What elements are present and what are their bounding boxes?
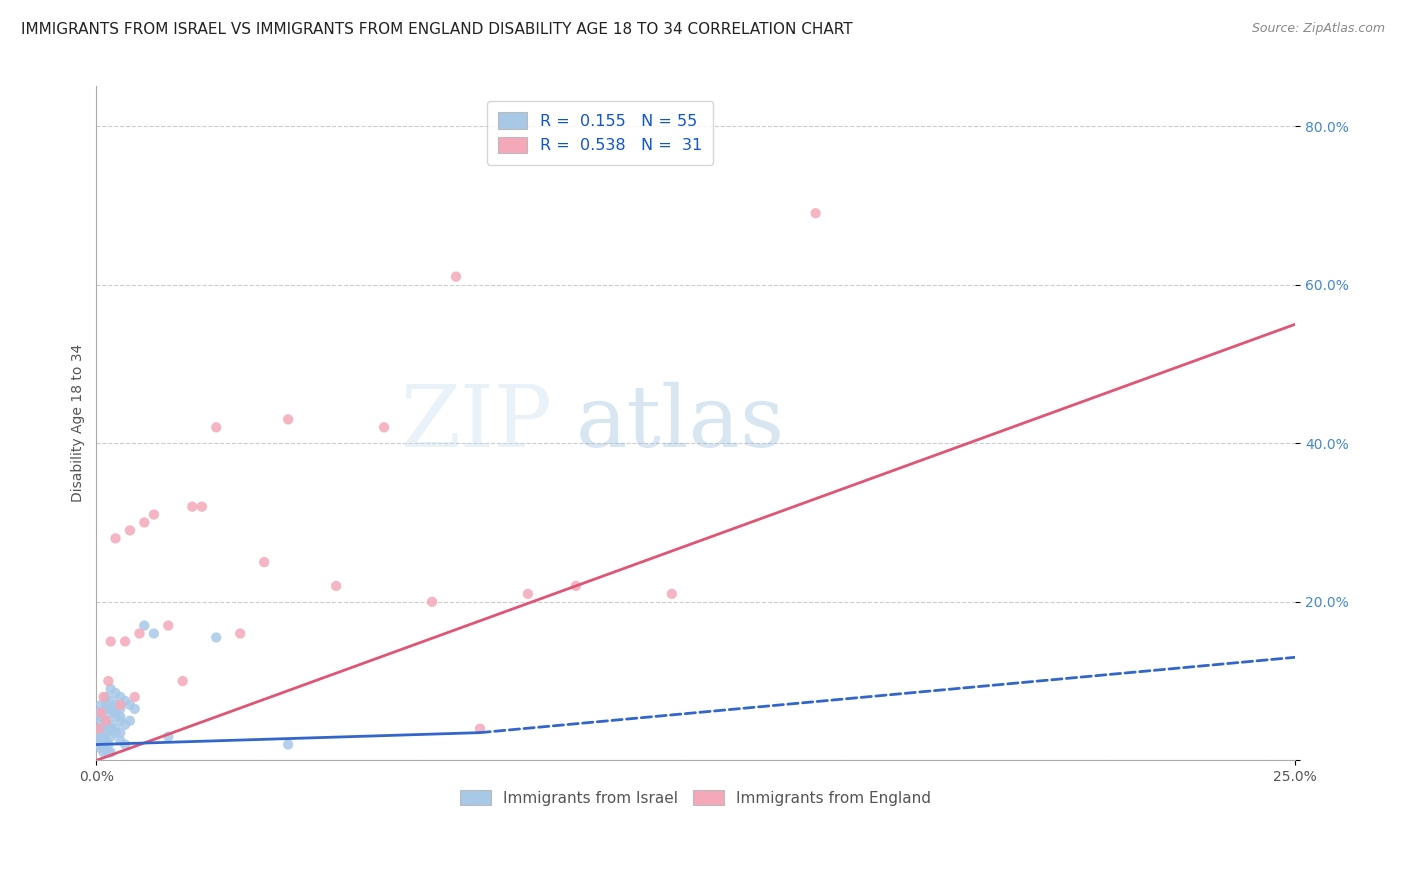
Point <box>97 746 120 760</box>
Point <box>114 738 136 752</box>
Point <box>90 725 112 739</box>
Point <box>94 717 117 731</box>
Point <box>191 500 214 514</box>
Point <box>94 714 117 728</box>
Point <box>804 206 827 220</box>
Point <box>100 681 122 696</box>
Point <box>104 532 127 546</box>
Point <box>94 698 117 712</box>
Point <box>110 710 132 724</box>
Point <box>157 618 180 632</box>
Point <box>229 626 252 640</box>
Point <box>124 702 146 716</box>
Point <box>94 702 117 716</box>
Point <box>94 733 117 747</box>
Point <box>142 626 165 640</box>
Point <box>93 738 115 752</box>
Text: Source: ZipAtlas.com: Source: ZipAtlas.com <box>1251 22 1385 36</box>
Point <box>565 579 588 593</box>
Point <box>114 717 136 731</box>
Point <box>94 725 117 739</box>
Point <box>124 690 146 704</box>
Point <box>87 738 110 752</box>
Point <box>90 698 112 712</box>
Point <box>277 412 299 426</box>
Point <box>93 746 115 760</box>
Point <box>87 722 110 736</box>
Point <box>110 690 132 704</box>
Point <box>661 587 683 601</box>
Point <box>110 733 132 747</box>
Point <box>97 738 120 752</box>
Point <box>100 717 122 731</box>
Point <box>100 722 122 736</box>
Text: ZIP: ZIP <box>401 382 553 465</box>
Legend: Immigrants from Israel, Immigrants from England: Immigrants from Israel, Immigrants from … <box>453 782 939 814</box>
Point <box>104 710 127 724</box>
Point <box>90 710 112 724</box>
Point <box>100 694 122 708</box>
Point <box>90 741 112 756</box>
Point <box>468 722 491 736</box>
Point <box>134 516 156 530</box>
Point <box>325 579 347 593</box>
Text: atlas: atlas <box>576 382 785 465</box>
Point <box>118 698 141 712</box>
Point <box>104 706 127 720</box>
Text: IMMIGRANTS FROM ISRAEL VS IMMIGRANTS FROM ENGLAND DISABILITY AGE 18 TO 34 CORREL: IMMIGRANTS FROM ISRAEL VS IMMIGRANTS FRO… <box>21 22 852 37</box>
Point <box>134 618 156 632</box>
Point <box>110 725 132 739</box>
Point <box>90 722 112 736</box>
Point <box>94 714 117 728</box>
Point <box>90 714 112 728</box>
Point <box>87 722 110 736</box>
Point <box>104 686 127 700</box>
Point <box>94 690 117 704</box>
Point <box>181 500 204 514</box>
Point <box>87 706 110 720</box>
Point <box>128 626 150 640</box>
Point <box>253 555 276 569</box>
Point <box>444 269 467 284</box>
Point <box>114 634 136 648</box>
Point <box>104 698 127 712</box>
Point <box>97 674 120 689</box>
Point <box>87 730 110 744</box>
Point <box>118 714 141 728</box>
Point <box>205 631 228 645</box>
Point <box>93 730 115 744</box>
Point <box>100 730 122 744</box>
Point <box>373 420 395 434</box>
Point <box>110 702 132 716</box>
Point <box>516 587 538 601</box>
Point <box>110 714 132 728</box>
Point <box>118 524 141 538</box>
Point <box>172 674 194 689</box>
Point <box>157 730 180 744</box>
Point <box>277 738 299 752</box>
Y-axis label: Disability Age 18 to 34: Disability Age 18 to 34 <box>72 344 86 502</box>
Point <box>205 420 228 434</box>
Point <box>142 508 165 522</box>
Point <box>110 698 132 712</box>
Point <box>114 694 136 708</box>
Point <box>100 706 122 720</box>
Point <box>104 722 127 736</box>
Point <box>100 702 122 716</box>
Point <box>104 725 127 739</box>
Point <box>90 733 112 747</box>
Point <box>90 706 112 720</box>
Point <box>94 741 117 756</box>
Point <box>100 746 122 760</box>
Point <box>420 595 443 609</box>
Point <box>93 690 115 704</box>
Point <box>100 634 122 648</box>
